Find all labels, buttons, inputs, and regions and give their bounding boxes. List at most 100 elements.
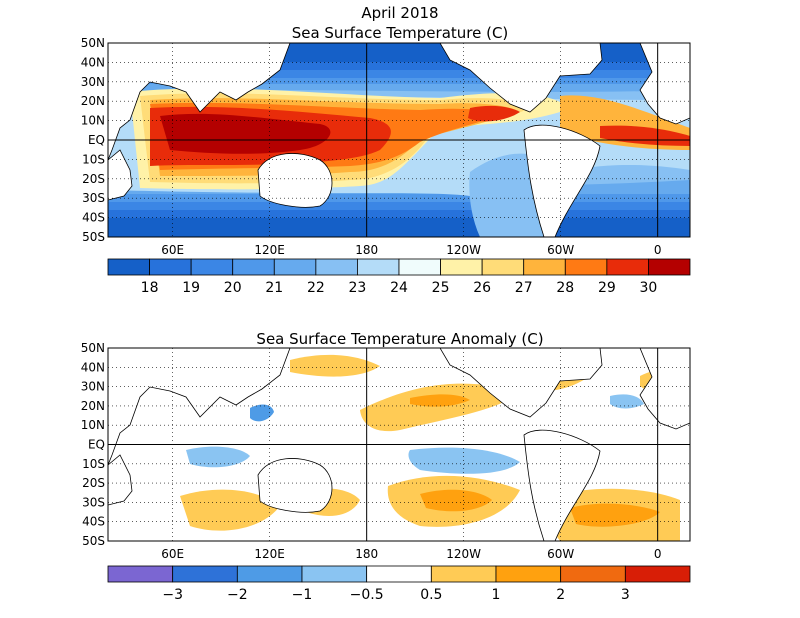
anom-lat-label: 50S: [82, 534, 105, 548]
anom-colorbar-label: −2: [227, 587, 248, 603]
land-australia: [257, 153, 333, 208]
sst-lat-label: 30S: [82, 191, 105, 205]
anom-colorbar-swatch: [236, 565, 303, 583]
sst-lat-label: 40N: [81, 55, 105, 69]
anom-negative-regions: [186, 394, 644, 474]
sst-colorbar-swatch: [107, 258, 150, 276]
anom-south-atlantic-core: [570, 503, 660, 527]
anom-lat-label: 30N: [81, 380, 105, 394]
anomaly-map: 50N 40N 30N 20N 10N EQ 10S 20S 30S 40S 50S 60E 120E 1…: [81, 341, 691, 561]
anom-lat-label: 20N: [81, 399, 105, 413]
anom-colorbar-label: 1: [492, 587, 501, 603]
anom-lat-label: 50N: [81, 341, 105, 355]
sst-se-pacific-cold: [469, 153, 545, 237]
sst-atlantic-gulf-of-guinea: [600, 125, 690, 146]
sst-lat-label: 30N: [81, 75, 105, 89]
anom-lat-label: 40S: [82, 515, 105, 529]
anom-lat-label: 40N: [81, 360, 105, 374]
figure-title: April 2018: [361, 4, 438, 22]
sst-land: [108, 43, 690, 237]
sst-colorbar-label: 25: [432, 280, 450, 296]
sst-lon-label: 60W: [547, 243, 574, 257]
anomaly-colorbar: −3 −2 −1 −0.5 0.5 1 2 3: [107, 565, 691, 603]
land-north-america: [439, 348, 603, 418]
sst-colorbar-swatch: [149, 258, 192, 276]
anom-colorbar-label: 3: [621, 587, 630, 603]
anom-south-pacific-core: [420, 489, 492, 512]
sst-lat-label: 50N: [81, 36, 105, 50]
sst-gridlines: [108, 43, 690, 237]
sst-warm-pool-east-pacific: [468, 105, 520, 122]
sst-lat-label: 40S: [82, 211, 105, 225]
sst-lat-label: 10N: [81, 114, 105, 128]
sst-colorbar-label: 20: [224, 280, 242, 296]
anom-indian-cool: [186, 446, 250, 468]
sst-band-30-indian: [160, 113, 331, 154]
sst-colorbar-label: 18: [141, 280, 159, 296]
anomaly-gridlines: [108, 348, 690, 541]
sst-colorbar-label: 21: [265, 280, 283, 296]
anom-lat-label: 20S: [82, 476, 105, 490]
sst-colorbar-label: 23: [349, 280, 367, 296]
anom-scs-cool: [250, 404, 274, 422]
anom-lat-label: 10N: [81, 418, 105, 432]
land-africa-south: [108, 149, 133, 201]
sst-colorbar-label: 19: [182, 280, 200, 296]
anom-colorbar-swatch: [366, 565, 432, 583]
sst-lat-label: EQ: [88, 133, 105, 147]
sst-lon-label: 120W: [446, 243, 481, 257]
anom-colorbar-swatch: [495, 565, 562, 583]
sst-colorbar-label: 26: [473, 280, 491, 296]
land-australia: [257, 458, 333, 513]
sst-lat-label: 20S: [82, 172, 105, 186]
anom-lon-label: 60E: [161, 547, 184, 561]
anom-lon-label: 60W: [547, 547, 574, 561]
sst-colorbar-swatch: [440, 258, 483, 276]
sst-colorbar-swatch: [315, 258, 358, 276]
sst-lat-label: 10S: [82, 152, 105, 166]
sst-lat-label: 20N: [81, 94, 105, 108]
sst-colorbar-swatch: [357, 258, 400, 276]
anom-colorbar-label: −3: [162, 587, 183, 603]
sst-lon-label: 120E: [254, 243, 285, 257]
land-south-america: [523, 124, 601, 237]
sst-map: 50N 40N 30N 20N 10N EQ 10S 20S 30S 40S 50S 60E 120E 1…: [81, 36, 691, 257]
anom-land: [108, 348, 690, 541]
anom-lat-label: 30S: [82, 495, 105, 509]
anom-colorbar-label: 2: [556, 587, 565, 603]
sst-colorbar-swatch: [232, 258, 275, 276]
anom-lon-label: 180: [355, 547, 378, 561]
sst-lat-label: 50S: [82, 230, 105, 244]
sst-colorbar-label: 27: [515, 280, 533, 296]
sst-colorbar-swatch: [523, 258, 566, 276]
anom-lat-label: 10S: [82, 457, 105, 471]
sst-colorbar-swatch: [190, 258, 234, 276]
land-north-america: [439, 43, 603, 113]
sst-colorbar-label: 29: [598, 280, 616, 296]
sst-map-title: Sea Surface Temperature (C): [292, 24, 509, 42]
sst-colorbar-label: 28: [556, 280, 574, 296]
anom-atlantic-cool: [610, 394, 644, 409]
land-europe-africa-west: [639, 43, 690, 125]
anom-colorbar-swatch: [560, 565, 626, 583]
sst-colorbar-swatch: [606, 258, 649, 276]
sst-lon-label: 180: [355, 243, 378, 257]
land-africa-south: [108, 454, 133, 506]
sst-lon-label: 60E: [161, 243, 184, 257]
anom-colorbar-label: −0.5: [350, 587, 384, 603]
land-europe-africa-west: [639, 348, 690, 430]
anom-east-pacific-cool: [408, 447, 520, 474]
anom-lat-label: EQ: [88, 438, 105, 452]
sst-colorbar-label: 30: [640, 280, 658, 296]
anomaly-map-title: Sea Surface Temperature Anomaly (C): [256, 330, 543, 348]
sst-colorbar-swatch: [273, 258, 317, 276]
sst-colorbar-label: 24: [390, 280, 408, 296]
anomaly-axis-labels: 50N 40N 30N 20N 10N EQ 10S 20S 30S 40S 50S 60E 120E 1…: [81, 341, 662, 561]
anom-lon-label: 120E: [254, 547, 285, 561]
land-asia-africa: [108, 348, 291, 466]
sst-colorbar-swatch: [398, 258, 441, 276]
anom-colorbar-swatch: [430, 565, 497, 583]
anom-nw-pacific: [290, 354, 380, 377]
anom-colorbar-label: 0.5: [420, 587, 442, 603]
sst-colorbar: 18 19 20 21 22 23 24 25 26 27 28 29 30: [107, 258, 691, 296]
